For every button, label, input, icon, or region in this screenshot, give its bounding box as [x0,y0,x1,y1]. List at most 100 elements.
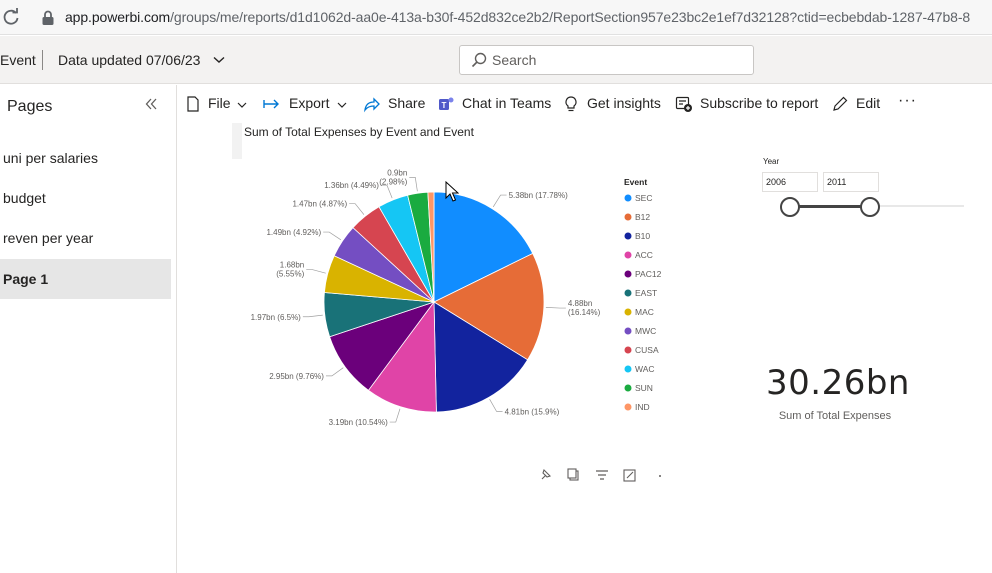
legend-label: SEC [635,193,652,203]
more-options-button[interactable]: ··· [898,92,917,109]
leader-line-sun [409,177,418,192]
collapse-pane-icon[interactable] [145,97,157,111]
get-insights-button[interactable]: Get insights [587,95,661,111]
chevron-down-icon[interactable] [336,95,348,113]
legend-item-mwc[interactable]: MWC [624,326,657,336]
legend-item-ind[interactable]: IND [624,402,650,412]
legend-label: B10 [635,231,650,241]
page-item-uni-per-salaries[interactable]: uni per salaries [3,150,98,166]
pie-slice-acc[interactable] [367,300,437,413]
legend-item-sec[interactable]: SEC [624,193,653,203]
search-icon [471,52,487,68]
share-button[interactable]: Share [388,95,426,111]
legend-label: MAC [635,307,654,317]
kpi-value: 30.26bn [766,363,910,403]
share-icon[interactable] [363,95,381,113]
page-item-page-1[interactable]: Page 1 [0,259,171,299]
search-input[interactable] [492,51,742,69]
chevron-down-icon[interactable] [236,95,248,113]
data-labels: 5.38bn (17.78%) 4.88bn (16.14%) 4.81bn (15.… [251,168,601,427]
legend-item-cusa[interactable]: CUSA [624,345,659,355]
data-label-b12: 4.88bn (16.14%) [568,299,601,317]
slicer-start-input[interactable] [762,172,818,192]
pin-icon[interactable] [541,468,552,480]
reload-icon[interactable] [2,8,20,26]
focus-mode-icon[interactable] [623,469,636,482]
legend-item-acc[interactable]: ACC [624,250,653,260]
leader-line-cusa [349,203,365,215]
lightbulb-icon[interactable] [562,95,580,113]
chat-in-teams-button[interactable]: Chat in Teams [462,95,552,111]
app-header: Event Data updated 07/06/23 [0,36,992,84]
visual-actions [541,468,661,482]
slider-end-handle[interactable] [860,197,881,217]
legend-item-pac12[interactable]: PAC12 [624,269,662,279]
legend-item-wac[interactable]: WAC [624,364,655,374]
slider-start-handle[interactable] [780,197,800,217]
subscribe-icon[interactable] [675,95,693,113]
legend-item-b12[interactable]: B12 [624,212,651,222]
legend-item-sun[interactable]: SUN [624,383,653,393]
leader-line-sec [492,194,507,208]
data-label-sec: 5.38bn (17.78%) [509,191,568,200]
export-menu[interactable]: Export [289,95,330,111]
data-label-wac: 1.36bn (4.49%) [324,181,379,190]
copy-icon[interactable] [567,468,579,481]
svg-text:T: T [442,101,447,110]
leader-line-b10 [489,399,503,412]
legend-marker [624,365,632,373]
visual-header-cap [232,123,242,159]
legend-label: PAC12 [635,269,662,279]
pie-chart[interactable]: 5.38bn (17.78%) 4.88bn (16.14%) 4.81bn (15.… [218,153,718,463]
slicer-end-input[interactable] [823,172,879,192]
legend-marker [624,327,632,335]
data-label-sun: 0.9bn (2.98%) [379,168,407,186]
pages-pane: Pages uni per salaries budget reven per … [0,85,177,573]
chevron-down-icon[interactable] [213,56,225,64]
pie-slice-ind[interactable] [427,191,435,303]
subscribe-to-report-button[interactable]: Subscribe to report [700,95,819,111]
legend-marker [624,232,632,240]
mouse-cursor-icon [445,181,459,202]
filter-icon[interactable] [596,470,608,480]
legend-marker [624,308,632,316]
leader-line-pac12 [325,367,344,377]
leader-line-acc [389,408,401,423]
lock-icon[interactable] [41,10,55,26]
leader-line-mac [306,269,326,274]
legend-label: SUN [635,383,653,393]
search-box[interactable] [459,45,754,75]
edit-icon[interactable] [831,95,849,113]
leader-line-b12 [545,307,566,309]
slicer-title: Year [763,157,780,166]
legend-label: CUSA [635,345,659,355]
legend-item-mac[interactable]: MAC [624,307,654,317]
teams-icon[interactable]: T [437,95,455,113]
legend-label: IND [635,402,650,412]
pie-slice-sec[interactable] [433,191,534,303]
legend-item-b10[interactable]: B10 [624,231,651,241]
data-label-mac: 1.68bn (5.55%) [276,261,304,279]
data-updated-label[interactable]: Data updated 07/06/23 [58,52,201,68]
file-menu[interactable]: File [208,95,231,111]
page-item-reven-per-year[interactable]: reven per year [3,230,94,246]
data-label-pac12: 2.95bn (9.76%) [269,372,324,381]
legend-marker [624,194,632,202]
page-item-budget[interactable]: budget [3,190,46,206]
pie-slice-b10[interactable] [433,301,529,413]
chart-title: Sum of Total Expenses by Event and Event [244,125,474,139]
pie-slice-b12[interactable] [433,252,545,361]
legend-item-east[interactable]: EAST [624,288,658,298]
export-icon[interactable] [263,95,281,113]
legend-label: WAC [635,364,655,374]
file-icon[interactable] [184,95,202,113]
legend-label: EAST [635,288,657,298]
more-options-icon[interactable] [659,475,661,477]
legend-marker [624,213,632,221]
browser-address-bar: app.powerbi.com/groups/me/reports/d1d106… [0,0,992,35]
edit-button[interactable]: Edit [856,95,881,111]
url-field[interactable]: app.powerbi.com/groups/me/reports/d1d106… [65,9,970,25]
slider-range [790,205,871,208]
report-name[interactable]: Event [0,52,36,68]
legend-marker [624,384,632,392]
